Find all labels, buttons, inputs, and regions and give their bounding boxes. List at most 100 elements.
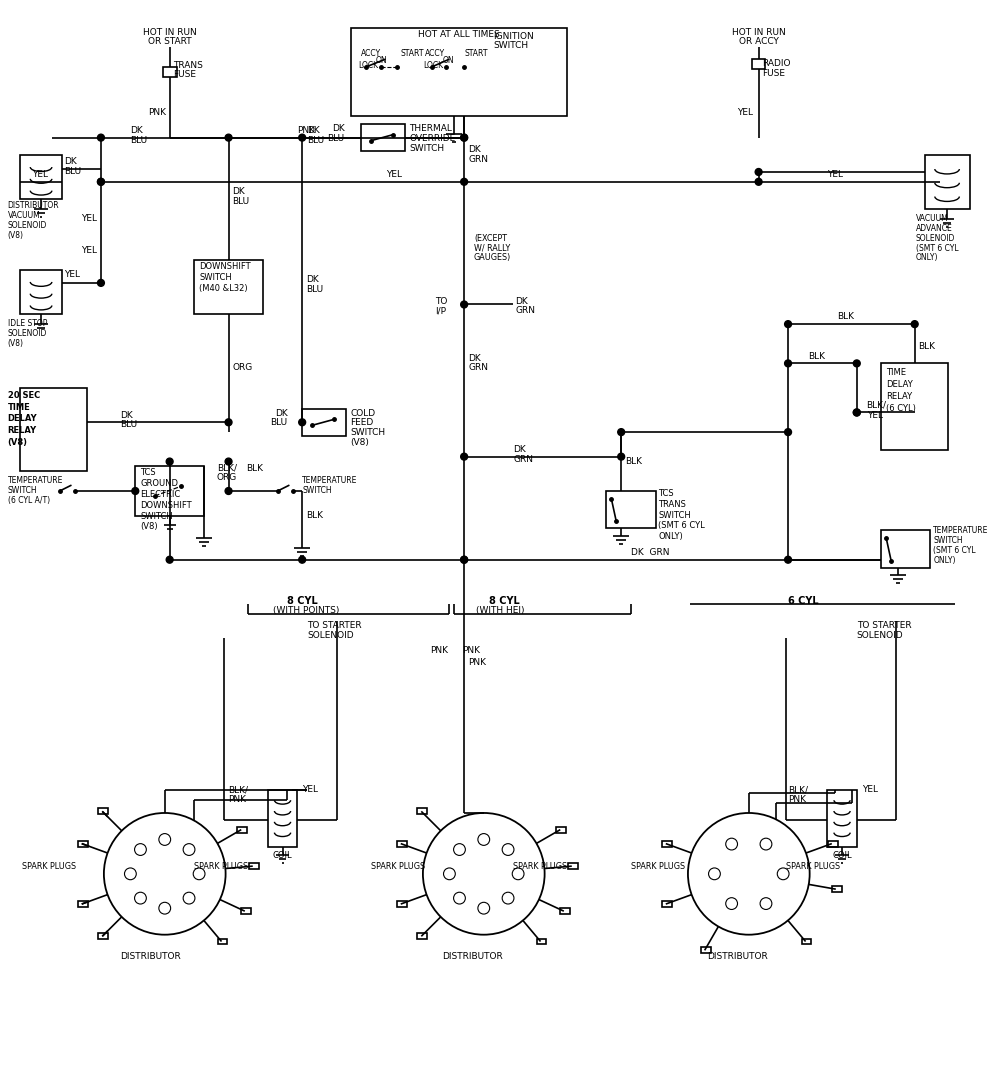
Text: YEL: YEL [64,270,80,279]
Text: BLU: BLU [306,285,323,294]
Text: YEL: YEL [386,170,402,179]
Text: BLU: BLU [307,136,324,145]
Text: SWITCH: SWITCH [933,536,963,546]
Circle shape [166,458,173,465]
Circle shape [132,488,139,494]
Bar [241,908,251,914]
Text: SPARK PLUGS: SPARK PLUGS [22,862,77,871]
Text: SPARK PLUGS: SPARK PLUGS [786,862,840,871]
Bar [20,270,62,315]
Text: ADVANCE: ADVANCE [916,224,952,233]
Text: DK: DK [275,408,287,417]
Text: (SMT 6 CYL: (SMT 6 CYL [916,244,958,253]
Text: SPARK PLUGS: SPARK PLUGS [631,862,685,871]
Text: SOLENOID: SOLENOID [8,329,47,338]
Circle shape [755,169,762,175]
Text: W/ RALLY: W/ RALLY [474,244,510,253]
Text: BLU: BLU [121,420,138,429]
Circle shape [853,360,860,367]
Circle shape [225,134,232,142]
Circle shape [299,419,306,426]
Text: ORG: ORG [217,474,237,482]
Text: ELECTRIC: ELECTRIC [140,490,180,499]
Circle shape [225,488,232,494]
Text: YEL: YEL [867,411,883,419]
Text: OVERRIDE: OVERRIDE [409,134,455,143]
Text: DISTRIBUTOR: DISTRIBUTOR [8,201,59,210]
Text: (SMT 6 CYL: (SMT 6 CYL [933,546,976,555]
Text: ON: ON [376,57,387,65]
Text: DOWNSHIFT: DOWNSHIFT [199,262,251,271]
Circle shape [98,179,104,185]
Bar [662,901,672,907]
Text: IDLE STOP: IDLE STOP [8,319,47,328]
Circle shape [461,556,468,563]
Text: 8 CYL: 8 CYL [287,596,318,607]
Text: YEL: YEL [302,785,318,795]
Text: PNK: PNK [468,658,486,666]
Bar [568,864,578,869]
Text: PNK: PNK [148,108,166,118]
Text: DK  GRN: DK GRN [631,548,670,556]
Text: YEL: YEL [827,170,843,179]
Circle shape [618,429,625,436]
Bar [828,841,838,846]
Circle shape [461,556,468,563]
Text: 6 CYL: 6 CYL [788,596,819,607]
Text: COIL: COIL [832,852,852,860]
Bar [302,408,346,436]
Text: DK: DK [307,126,320,135]
Text: SWITCH: SWITCH [494,41,529,50]
Text: BLU: BLU [327,134,344,143]
Text: (WITH POINTS): (WITH POINTS) [273,605,339,615]
Text: DK: DK [64,157,76,167]
Bar [20,388,87,472]
Text: YEL: YEL [81,246,97,255]
Circle shape [785,556,792,563]
Text: SWITCH: SWITCH [199,273,232,282]
Text: DK: DK [130,126,143,135]
Text: (V8): (V8) [140,523,158,531]
Text: SOLENOID: SOLENOID [857,632,903,640]
Text: SOLENOID: SOLENOID [8,221,47,230]
Circle shape [785,429,792,436]
Text: TRANS: TRANS [174,61,203,70]
Circle shape [98,179,104,185]
Text: SWITCH: SWITCH [409,144,444,152]
Text: DISTRIBUTOR: DISTRIBUTOR [121,953,181,962]
Circle shape [618,453,625,460]
Text: YEL: YEL [32,170,48,179]
Circle shape [225,458,232,465]
Text: DOWNSHIFT: DOWNSHIFT [140,501,192,510]
Bar [397,901,407,907]
Text: ORG: ORG [232,364,253,372]
Bar [194,260,263,315]
Text: LOCK: LOCK [423,61,443,70]
Text: (V8): (V8) [8,339,24,347]
Bar [537,939,546,944]
Text: DK: DK [468,146,481,155]
Text: COLD: COLD [350,408,375,417]
Text: TEMPERATURE: TEMPERATURE [302,476,358,486]
Circle shape [785,320,792,328]
Text: BLK: BLK [625,456,642,466]
Text: ONLY): ONLY) [916,254,938,262]
Text: FUSE: FUSE [174,70,197,78]
Text: VACUUM: VACUUM [916,215,948,223]
Text: FUSE: FUSE [763,69,786,78]
Text: THERMAL: THERMAL [409,124,452,133]
Text: COIL: COIL [273,852,292,860]
Text: (M40 &L32): (M40 &L32) [199,284,248,293]
Text: PNK: PNK [229,795,247,805]
Bar [351,27,567,117]
Text: YEL: YEL [862,785,878,795]
Bar [135,466,204,515]
Text: RELAY: RELAY [886,392,912,401]
Bar [20,156,62,199]
Text: (V8): (V8) [350,438,369,446]
Text: TEMPERATURE: TEMPERATURE [933,526,989,536]
Text: DK: DK [121,411,133,419]
Text: (6 CYL): (6 CYL) [886,404,916,413]
Bar [78,901,88,907]
Circle shape [853,409,860,416]
